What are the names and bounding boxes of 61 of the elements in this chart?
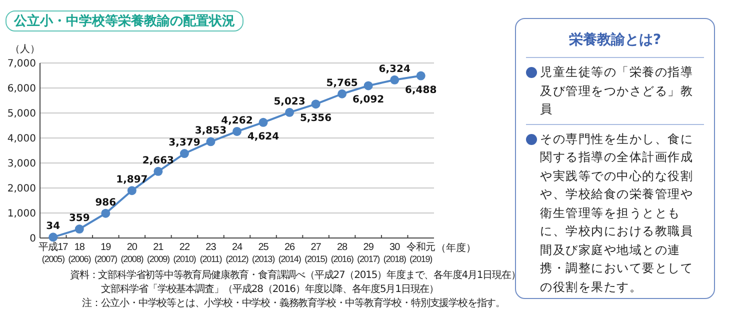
y-tick-label: 4,000	[7, 134, 36, 144]
text: 児童生徒等の「栄養の指導及び管理をつかさどる」教員	[540, 65, 693, 116]
x-tick-label: 24 (2012)	[226, 242, 249, 264]
point	[127, 186, 136, 196]
x-tick-label: 20 (2008)	[120, 242, 144, 264]
x-tick-label: 23 (2011)	[200, 242, 222, 264]
point	[258, 118, 268, 127]
data-label: 359	[68, 213, 90, 224]
x-tick-label: 18 (2006)	[68, 242, 92, 264]
data-label: 34	[46, 221, 60, 232]
y-tick-label: 6,000	[7, 84, 36, 94]
data-label: 5,765	[326, 78, 358, 89]
x-tick-label: 26 (2014)	[278, 242, 302, 264]
y-tick-label: 2,000	[7, 184, 36, 194]
x-tick-label: 30 (2018)	[383, 242, 406, 264]
x-tick-label: 19 (2007)	[94, 242, 118, 264]
text: その専門性を生かし、食に関する指導の全体計画作成や実践等での中心的な役割や、学校給食の栄養管理や衛生管理等を担うとともに、学校内における教職員間及び家庭や地域との連携・調整において要としての役割を果たす。	[540, 132, 693, 294]
data-label: 2,663	[142, 155, 174, 166]
point	[338, 89, 347, 98]
point	[364, 81, 373, 90]
point	[74, 224, 84, 234]
x-tick-label: 21 (2009)	[146, 242, 170, 264]
y-tick-label: 1,000	[7, 208, 36, 220]
x-tick-label: 25 (2013)	[252, 242, 276, 264]
point	[232, 126, 242, 136]
point	[390, 75, 400, 84]
data-label: 5,356	[300, 113, 332, 124]
point	[48, 232, 58, 242]
data-label: 3,853	[194, 126, 227, 137]
x-axis-title: （年度）	[436, 242, 476, 254]
point	[154, 166, 163, 176]
x-tick-label: 27 (2015)	[304, 242, 328, 264]
point	[311, 100, 320, 109]
point	[285, 108, 294, 117]
chart-title: 公立小・中学校等栄養教諭の配置状況	[13, 13, 235, 29]
data-label: 5,023	[274, 96, 306, 108]
data-label: 986	[95, 197, 116, 208]
y-tick-label: 5,000	[7, 108, 36, 120]
y-tick-label: 0	[30, 234, 36, 244]
point	[180, 149, 189, 158]
point	[416, 71, 426, 80]
data-label: 4,624	[247, 131, 280, 142]
data-label: 3,379	[168, 138, 200, 149]
data-label: 6,092	[352, 94, 384, 106]
y-tick-label: 3,000	[7, 158, 36, 170]
x-tick-label: 令和元 (2019)	[406, 241, 436, 264]
text: 文部科学省「学校基本調査」（平成28（2016）年度以降、各年度5月1日現在）	[101, 283, 438, 295]
y-tick-label: 7,000	[7, 58, 36, 70]
point	[206, 137, 216, 146]
text: 注：公立小・中学校等とは、小学校・中学校・義務教育学校・中等教育学校・特別支援学校を指す。	[82, 297, 506, 309]
x-tick-label: 28 (2016)	[330, 242, 354, 264]
x-tick-label: 平成17 (2005)	[38, 241, 69, 264]
text: 資料：文部科学省初等中等教育局健康教育・食育課調べ（平成27（2015）年度まで、各年度4月1日現在）	[70, 269, 520, 281]
data-label: 4,262	[221, 115, 253, 126]
y-axis-title: （人）	[10, 44, 40, 55]
data-label: 6,324	[378, 64, 410, 75]
x-tick-label: 29 (2017)	[357, 242, 380, 264]
point	[101, 208, 110, 218]
x-tick-label: 22 (2010)	[173, 242, 196, 264]
text: 栄養教諭とは?	[526, 19, 704, 58]
data-label: 6,488	[405, 84, 437, 96]
